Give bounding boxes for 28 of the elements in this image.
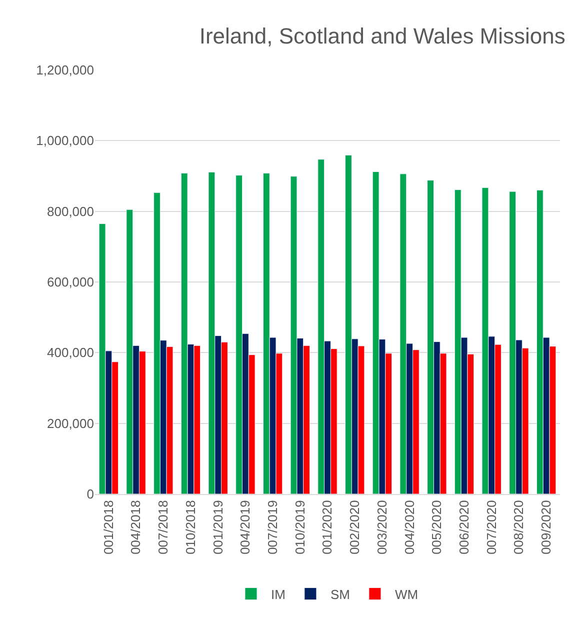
x-tick-label: 010/2019 bbox=[292, 500, 308, 554]
x-tick-label: 007/2020 bbox=[484, 500, 499, 554]
x-tick-label: 004/2020 bbox=[402, 500, 417, 554]
y-tick-label: 200,000 bbox=[47, 416, 94, 431]
x-tick-label: 003/2020 bbox=[374, 500, 390, 554]
y-tick-label: 400,000 bbox=[47, 345, 94, 360]
x-tick-label: 007/2019 bbox=[265, 500, 280, 554]
x-tick-label: 010/2018 bbox=[182, 500, 198, 554]
legend-label: IM bbox=[271, 586, 286, 602]
y-tick-label: 600,000 bbox=[47, 274, 94, 290]
y-tick-label: 0 bbox=[86, 486, 94, 502]
x-tick-label: 001/2020 bbox=[320, 500, 335, 554]
chart-title: Ireland, Scotland and Wales Missions bbox=[199, 23, 566, 48]
x-tick-label: 004/2019 bbox=[238, 500, 253, 554]
x-tick-label: 006/2020 bbox=[456, 500, 472, 554]
x-tick-label: 009/2020 bbox=[538, 500, 554, 554]
y-tick-label: 1,000,000 bbox=[36, 133, 94, 148]
legend-label: WM bbox=[394, 586, 418, 602]
x-tick-label: 001/2018 bbox=[100, 500, 116, 554]
x-tick-label: 001/2019 bbox=[210, 500, 226, 554]
y-tick-label: 800,000 bbox=[47, 204, 94, 219]
legend-label: SM bbox=[330, 586, 350, 602]
x-tick-label: 005/2020 bbox=[429, 500, 444, 554]
x-tick-label: 007/2018 bbox=[156, 500, 171, 554]
x-tick-label: 008/2020 bbox=[511, 500, 526, 554]
x-tick-label: 002/2020 bbox=[347, 500, 362, 554]
y-tick-label: 1,200,000 bbox=[36, 62, 94, 78]
x-tick-label: 004/2018 bbox=[128, 500, 144, 554]
